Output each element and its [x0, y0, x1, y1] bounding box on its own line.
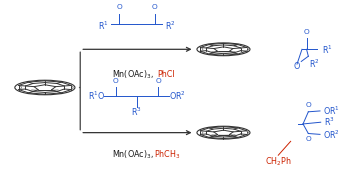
Text: R$^1$: R$^1$ — [322, 43, 333, 55]
Text: PhCl: PhCl — [157, 70, 175, 79]
Text: Mn(OAc)$_3$,: Mn(OAc)$_3$, — [112, 148, 155, 161]
Text: PhCH$_3$: PhCH$_3$ — [153, 148, 180, 161]
Text: O: O — [306, 102, 312, 108]
Text: O: O — [155, 78, 161, 84]
Text: R$^2$: R$^2$ — [165, 19, 176, 32]
Text: O: O — [116, 4, 122, 10]
Text: R$^1$O: R$^1$O — [87, 90, 105, 102]
Text: OR$^1$: OR$^1$ — [323, 105, 340, 117]
Text: O: O — [113, 78, 119, 84]
Text: R$^3$: R$^3$ — [131, 106, 142, 118]
Text: O: O — [294, 62, 300, 71]
Text: CH$_2$Ph: CH$_2$Ph — [265, 156, 291, 168]
Text: R$^2$: R$^2$ — [309, 58, 320, 70]
Text: Mn(OAc)$_3$,: Mn(OAc)$_3$, — [112, 68, 155, 81]
Text: R$^1$: R$^1$ — [98, 19, 109, 32]
Text: R$^3$: R$^3$ — [324, 116, 335, 128]
Text: O: O — [152, 4, 157, 10]
Text: OR$^2$: OR$^2$ — [169, 90, 186, 102]
Text: O: O — [306, 136, 312, 142]
Text: O: O — [304, 29, 310, 34]
Text: OR$^2$: OR$^2$ — [323, 128, 340, 141]
